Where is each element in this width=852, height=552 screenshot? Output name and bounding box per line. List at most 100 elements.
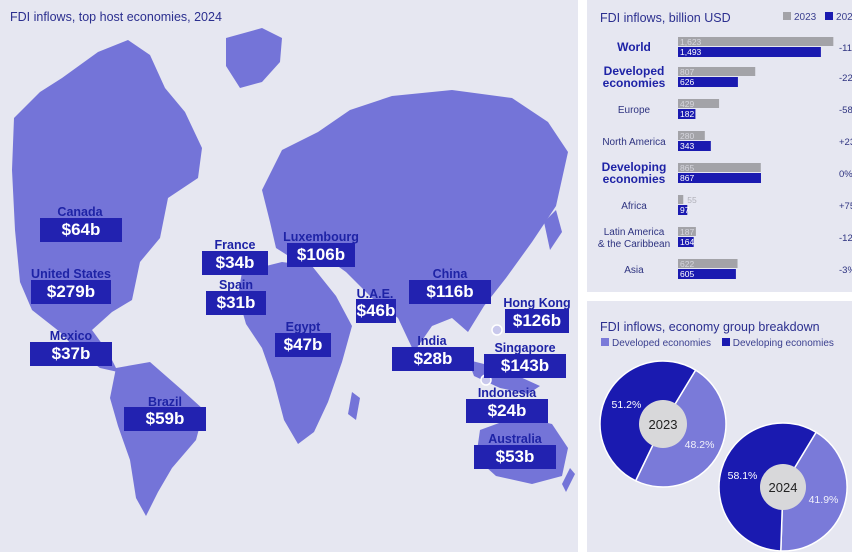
bar-2023-asia xyxy=(678,259,738,268)
country-value-france: $34b xyxy=(202,251,268,275)
country-value-egypt: $47b xyxy=(275,333,331,357)
bar-2023-label-africa: 55 xyxy=(687,195,697,205)
bar-2024-label-asia: 605 xyxy=(680,269,694,279)
bar-category-label-latin-america-the-caribbean-2: & the Caribbean xyxy=(598,239,670,250)
bar-2024-label-developed-economies: 626 xyxy=(680,77,694,87)
bar-change-label-africa: +75 xyxy=(839,201,852,212)
country-label-u-a-e: U.A.E. xyxy=(356,287,394,301)
bar-change-label-north-america: +23 xyxy=(839,137,852,148)
bar-change-label-asia: -3% xyxy=(839,265,852,276)
bar-2023-label-asia: 622 xyxy=(680,259,694,269)
country-label-australia: Australia xyxy=(488,432,542,446)
map-shape-south-america xyxy=(110,362,204,516)
bar-2023-label-latin-america-the-caribbean: 187 xyxy=(680,227,694,237)
bar-2024-latin-america-the-caribbean xyxy=(678,237,694,247)
donut-2023-year-label: 2023 xyxy=(649,417,678,432)
country-value-indonesia: $24b xyxy=(466,399,548,423)
map-title: FDI inflows, top host economies, 2024 xyxy=(10,10,222,24)
map-shape-madagascar xyxy=(348,392,360,420)
bar-change-label-world: -11 xyxy=(839,43,852,54)
bar-category-label-africa: Africa xyxy=(621,201,647,212)
legend-swatch-developed xyxy=(601,338,609,346)
country-value-australia: $53b xyxy=(474,445,556,469)
bar-2023-label-europe: 429 xyxy=(680,99,694,109)
donut-2024-center xyxy=(760,464,806,510)
donut-2023-label-developing: 51.2% xyxy=(612,399,642,411)
bar-category-label-developed-economies-2: economies xyxy=(603,76,666,90)
bar-2024-label-latin-america-the-caribbean: 164 xyxy=(680,237,694,247)
bar-change-label-latin-america-the-caribbean: -12 xyxy=(839,233,852,244)
bar-2023-world xyxy=(678,37,834,46)
bar-change-label-developed-economies: -22 xyxy=(839,73,852,84)
donut-2024-slice-developed xyxy=(780,431,848,552)
legend-label-2023: 2023 xyxy=(794,12,817,23)
bar-change-label-developing-economies: 0% xyxy=(839,169,852,180)
hong-kong-marker xyxy=(491,324,503,336)
bar-2024-label-developing-economies: 867 xyxy=(680,173,694,183)
country-label-indonesia: Indonesia xyxy=(477,386,537,400)
country-label-brazil: Brazil xyxy=(147,395,183,409)
country-value-mexico: $37b xyxy=(30,342,112,366)
country-value-china: $116b xyxy=(409,280,491,304)
map-shape-greenland xyxy=(226,28,282,88)
bar-change-label-europe: -58 xyxy=(839,105,852,116)
map-shape-north-america xyxy=(12,40,202,345)
bar-chart-legend: 2023 2024 xyxy=(783,12,852,23)
country-value-singapore: $143b xyxy=(484,354,566,378)
country-value-spain: $31b xyxy=(206,291,266,315)
bar-2023-label-north-america: 280 xyxy=(680,131,694,141)
bar-2023-label-developing-economies: 865 xyxy=(680,163,694,173)
country-value-u-a-e: $46b xyxy=(356,299,396,323)
country-value-canada: $64b xyxy=(40,218,122,242)
bar-2023-europe xyxy=(678,99,720,108)
bar-chart-panel: FDI inflows, billion USD 2023 2024 World… xyxy=(587,0,852,292)
bar-2024-label-europe: 182 xyxy=(680,109,694,119)
bar-chart-title: FDI inflows, billion USD xyxy=(600,11,731,25)
bar-2024-label-world: 1,493 xyxy=(680,47,702,57)
legend-swatch-2023 xyxy=(783,12,791,20)
legend-item-2023: 2023 xyxy=(783,12,816,23)
legend-label-developed: Developed economies xyxy=(612,338,711,349)
country-label-canada: Canada xyxy=(57,205,103,219)
bar-2024-world xyxy=(678,47,821,57)
donut-2023-label-developed: 48.2% xyxy=(685,439,715,451)
legend-item-developed: Developed economies xyxy=(601,338,711,349)
bar-category-label-developing-economies-2: economies xyxy=(603,172,666,186)
bar-category-label-developing-economies-1: Developing xyxy=(602,160,667,174)
legend-label-2024: 2024 xyxy=(836,12,852,23)
map-shape-eurasia xyxy=(262,90,568,352)
country-label-singapore: Singapore xyxy=(494,341,556,355)
donut-legend: Developed economies Developing economies xyxy=(601,338,834,349)
country-label-hong-kong: Hong Kong xyxy=(503,296,571,310)
bar-category-label-latin-america-the-caribbean-1: Latin America xyxy=(604,227,665,238)
donut-charts: 48.2% 51.2% 2023 41.9% 58.1% 2024 xyxy=(599,360,848,552)
bar-2024-north-america xyxy=(678,141,711,151)
bar-2024-label-africa: 97 xyxy=(680,205,690,215)
map-shape-new-zealand xyxy=(562,468,575,492)
legend-swatch-2024 xyxy=(825,12,834,20)
bar-2024-developing-economies xyxy=(678,173,761,183)
bar-2023-north-america xyxy=(678,131,705,140)
bar-2023-developed-economies xyxy=(678,67,756,76)
bar-2024-europe xyxy=(678,109,696,119)
country-value-luxembourg: $106b xyxy=(287,243,355,267)
legend-swatch-developing xyxy=(721,338,730,346)
bar-2023-africa xyxy=(678,195,684,204)
donut-chart-panel: FDI inflows, economy group breakdown Dev… xyxy=(587,301,852,552)
donut-2024-label-developed: 41.9% xyxy=(809,494,839,506)
bar-2023-latin-america-the-caribbean xyxy=(678,227,696,236)
country-label-china: China xyxy=(432,267,468,281)
donut-2024-year-label: 2024 xyxy=(769,480,798,495)
country-label-spain: Spain xyxy=(218,278,254,292)
bar-2023-label-world: 1,623 xyxy=(680,37,702,47)
donut-chart-title: FDI inflows, economy group breakdown xyxy=(600,320,820,334)
map-panel: FDI inflows, top host economies, 2024 Ca… xyxy=(0,0,578,552)
country-label-luxembourg: Luxembourg xyxy=(283,230,359,244)
country-value-brazil: $59b xyxy=(124,407,206,431)
bar-2024-africa xyxy=(678,205,688,215)
donut-2024-label-developing: 58.1% xyxy=(728,470,758,482)
country-label-france: France xyxy=(214,238,256,252)
bar-category-label-asia: Asia xyxy=(624,265,644,276)
legend-label-developing: Developing economies xyxy=(732,338,834,349)
